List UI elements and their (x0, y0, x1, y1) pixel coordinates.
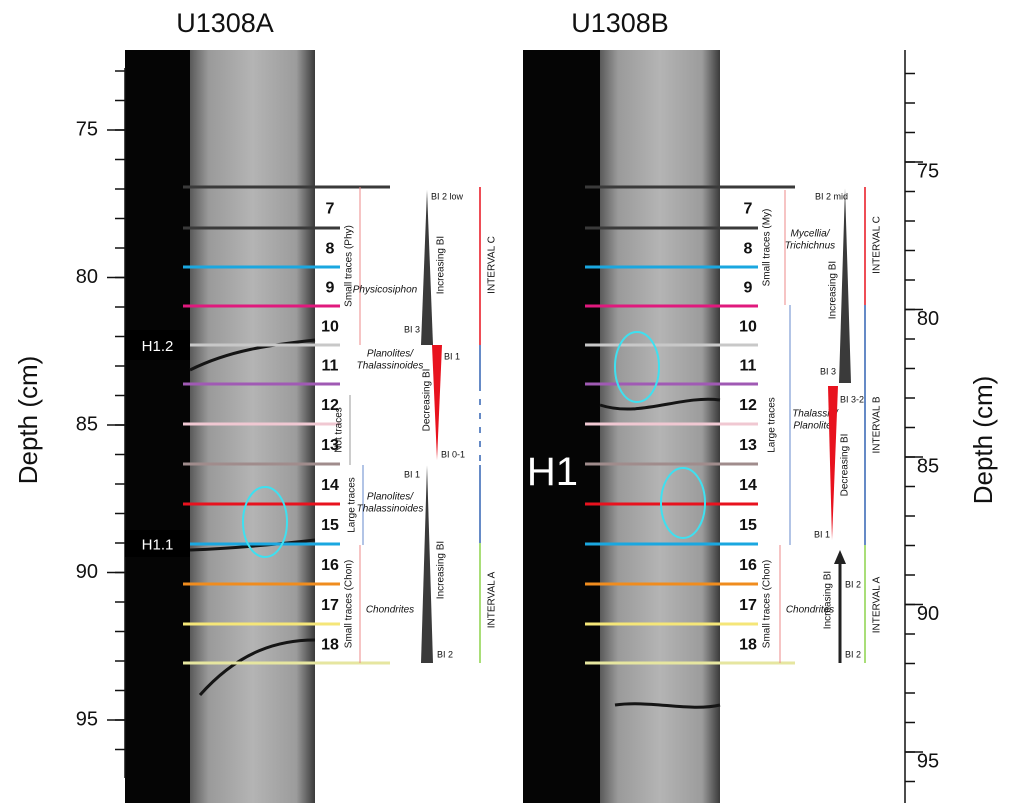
interval-label: INTERVAL A (872, 576, 883, 633)
level-number: 11 (322, 358, 339, 375)
taxon-label: Physicosiphon (353, 285, 418, 296)
trace-group-label: Large traces (767, 397, 778, 453)
taxon-label: Chondrites (366, 605, 414, 616)
level-number: 11 (740, 358, 757, 375)
level-number: 10 (321, 319, 339, 336)
taxon-label: Planolites/ (367, 349, 414, 360)
trace-group-label: Small traces (Chon) (762, 560, 773, 648)
depth-tick-label: 85 (917, 455, 939, 477)
panel-title: U1308B (571, 8, 669, 38)
interval-label: INTERVAL A (487, 571, 498, 628)
bi-bottom-label: BI 2 (845, 649, 861, 659)
axis-title: Depth (cm) (968, 376, 998, 505)
interval-label: INTERVAL B (872, 396, 883, 453)
bi-top-label: BI 1 (404, 469, 420, 479)
level-number: 16 (739, 557, 757, 574)
core-edge (125, 50, 190, 803)
bi-top-label: BI 2 mid (815, 191, 848, 201)
level-number: 17 (321, 597, 339, 614)
level-number: 9 (326, 280, 335, 297)
level-number: 18 (321, 637, 339, 654)
trace-group-label: Small traces (Chon) (344, 560, 355, 648)
depth-tick-label: 75 (917, 160, 939, 182)
level-number: 17 (739, 597, 757, 614)
level-number: 15 (739, 517, 757, 534)
horizon-label: H1.2 (142, 338, 174, 355)
trace-group-label: Small traces (Phy) (344, 225, 355, 307)
bi-trend-label: Decreasing BI (840, 434, 851, 497)
level-number: 16 (321, 557, 339, 574)
level-number: 7 (744, 201, 753, 218)
trace-group-label: Not traces (334, 407, 345, 453)
trace-group-label: Small traces (My) (762, 209, 773, 287)
panel-title: U1308A (176, 8, 274, 38)
depth-tick-label: 90 (76, 561, 98, 583)
core-edge (523, 50, 600, 803)
trace-group-label: Large traces (347, 477, 358, 533)
level-number: 8 (744, 241, 753, 258)
level-number: 12 (739, 397, 757, 414)
level-number: 8 (326, 241, 335, 258)
bi-top-label: BI 1 (444, 351, 460, 361)
level-number: 7 (326, 201, 335, 218)
bi-trend-label: Increasing BI (436, 541, 447, 599)
interval-label: INTERVAL C (872, 216, 883, 274)
taxon-label: Mycellia/ (791, 229, 831, 240)
level-number: 18 (739, 637, 757, 654)
bi-bottom-label: BI 3 (404, 324, 420, 334)
level-number: 9 (744, 280, 753, 297)
axis-title: Depth (cm) (13, 356, 43, 485)
depth-tick-label: 95 (76, 708, 98, 730)
level-number: 15 (321, 517, 339, 534)
taxon-label: Thalassinoides (357, 504, 424, 515)
level-number: 14 (321, 477, 339, 494)
bi-bottom-label: BI 0-1 (441, 449, 465, 459)
depth-tick-label: 75 (76, 118, 98, 140)
taxon-label: Planolites/ (367, 492, 414, 503)
interval-label: INTERVAL C (487, 236, 498, 294)
bi-top-label: BI 2 low (431, 191, 464, 201)
core-image (600, 50, 720, 803)
bi-trend-label: Decreasing BI (422, 369, 433, 432)
bi-top-label: BI 2 (845, 579, 861, 589)
horizon-label: H1 (527, 450, 578, 494)
depth-tick-label: 80 (76, 266, 98, 288)
core-image (190, 50, 315, 803)
bi-bottom-label: BI 2 (437, 649, 453, 659)
level-number: 10 (739, 319, 757, 336)
horizon-label: H1.1 (142, 536, 174, 553)
depth-tick-label: 85 (76, 413, 98, 435)
depth-tick-label: 90 (917, 603, 939, 625)
taxon-label: Thalassinoides (357, 361, 424, 372)
depth-tick-label: 95 (917, 750, 939, 772)
taxon-label: Trichichnus (785, 241, 835, 252)
bi-trend-label: Increasing BI (823, 571, 834, 629)
bi-bottom-label: BI 3 (820, 366, 836, 376)
bi-trend-label: Increasing BI (828, 261, 839, 319)
bi-top-label: BI 3-2 (840, 394, 864, 404)
figure: Depth (cm) Depth (cm) U1308A 75 80 85 90 95 7 8 9 1… (0, 0, 1010, 803)
depth-tick-label: 80 (917, 308, 939, 330)
level-number: 14 (739, 477, 757, 494)
level-number: 13 (739, 437, 757, 454)
bi-trend-label: Increasing BI (436, 236, 447, 294)
bi-bottom-label: BI 1 (814, 529, 830, 539)
